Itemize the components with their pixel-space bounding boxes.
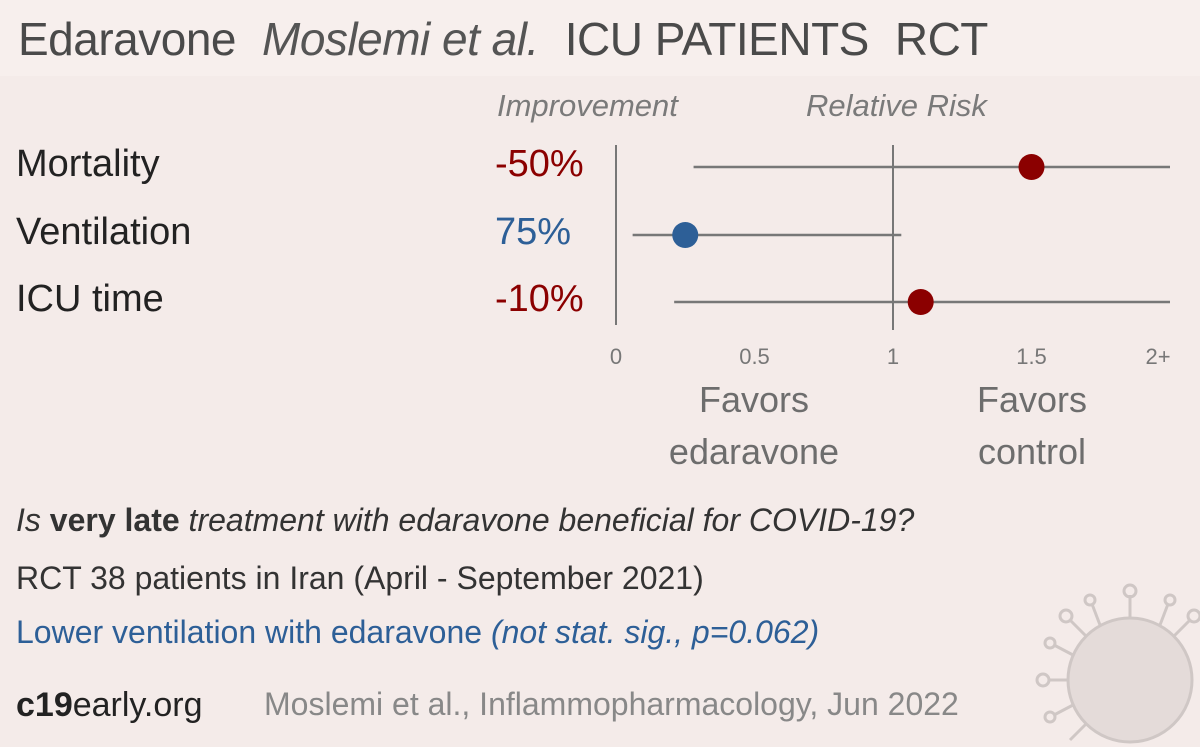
summary-study: RCT 38 patients in Iran (April - Septemb… xyxy=(16,560,704,596)
point-estimate-2 xyxy=(907,289,934,315)
favors-right-line1: Favors xyxy=(976,379,1088,420)
favors-right-line2: control xyxy=(977,431,1087,472)
header-band xyxy=(0,0,1200,76)
improvement-column-header: Improvement xyxy=(497,88,678,123)
title-design: RCT xyxy=(894,13,989,65)
title-author: Moslemi et al. xyxy=(262,13,539,65)
question-post: treatment with edaravone beneficial for … xyxy=(179,502,915,538)
x-tick-label-1: 0.5 xyxy=(739,344,770,369)
point-estimate-1 xyxy=(672,222,699,248)
point-estimate-0 xyxy=(1018,154,1045,180)
x-tick-label-3: 1.5 xyxy=(1016,344,1047,369)
site-link[interactable]: c19early.org xyxy=(16,686,203,725)
outcome-label-1: Ventilation xyxy=(16,211,192,253)
conclusion-detail: (not stat. sig., p=0.062) xyxy=(490,614,820,650)
improvement-value-2: -10% xyxy=(495,278,584,320)
x-tick-label-2: 1 xyxy=(887,344,899,369)
conclusion-main: Lower ventilation with edaravone xyxy=(16,614,491,650)
x-tick-label-4: 2+ xyxy=(1145,344,1170,369)
outcome-label-2: ICU time xyxy=(16,278,164,320)
improvement-value-1: 75% xyxy=(495,211,572,253)
question-bold: very late xyxy=(49,502,180,538)
site-rest: early.org xyxy=(72,686,203,724)
chart-title: Edaravone Moslemi et al. ICU PATIENTS RCT xyxy=(18,12,1014,66)
question-pre: Is xyxy=(16,502,50,538)
summary-conclusion: Lower ventilation with edaravone (not st… xyxy=(16,614,819,651)
outcome-label-0: Mortality xyxy=(16,143,160,185)
citation: Moslemi et al., Inflammopharmacology, Ju… xyxy=(264,686,959,722)
relative-risk-column-header: Relative Risk xyxy=(806,88,987,123)
favors-control-label: Favors control xyxy=(932,374,1132,478)
site-bold: c19 xyxy=(16,686,73,724)
x-tick-label-0: 0 xyxy=(610,344,622,369)
improvement-value-0: -50% xyxy=(495,143,584,185)
favors-left-line2: edaravone xyxy=(668,431,840,472)
favors-left-line1: Favors xyxy=(698,379,810,420)
title-population: ICU PATIENTS xyxy=(564,13,870,65)
title-drug: Edaravone xyxy=(18,13,237,65)
summary-question: Is very late treatment with edaravone be… xyxy=(16,502,914,539)
favors-edaravone-label: Favors edaravone xyxy=(654,374,854,478)
